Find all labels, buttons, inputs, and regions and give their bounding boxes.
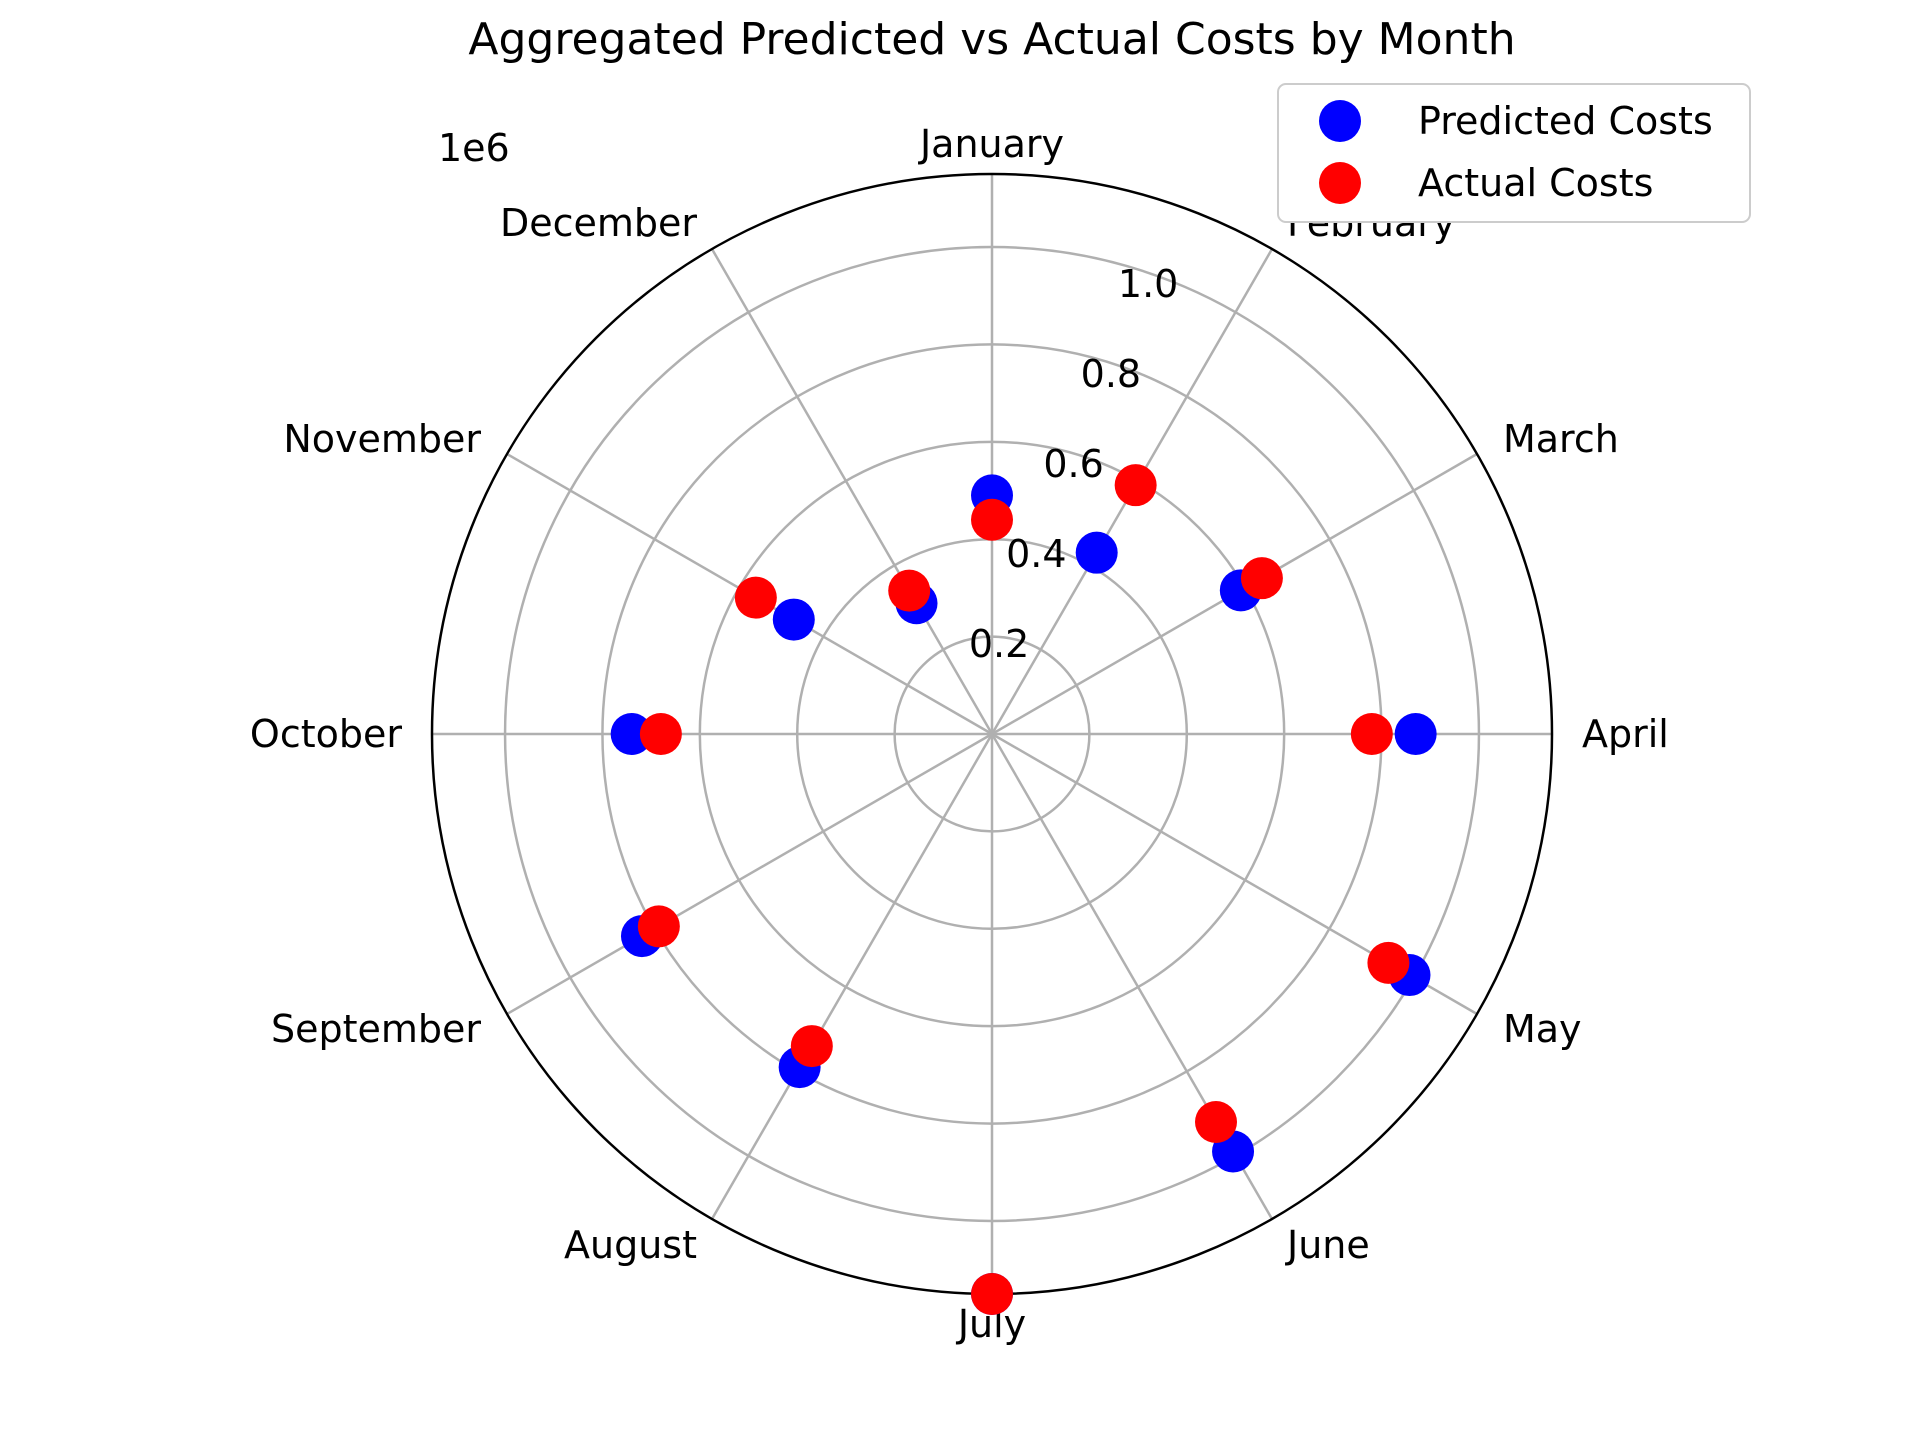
month-label-january: January [918, 122, 1064, 166]
month-label-june: June [1285, 1223, 1370, 1267]
month-label-august: August [564, 1223, 697, 1267]
point-predicted-costs-november [772, 598, 815, 641]
month-label-may: May [1503, 1007, 1582, 1051]
month-labels: JanuaryFebruaryMarchAprilMayJuneJulyAugu… [250, 122, 1669, 1346]
chart-title: Aggregated Predicted vs Actual Costs by … [468, 14, 1515, 65]
point-actual-costs-january [971, 498, 1013, 541]
point-predicted-costs-april [1394, 713, 1437, 755]
legend-marker-predicted [1319, 100, 1361, 142]
legend-label-predicted: Predicted Costs [1418, 99, 1713, 143]
radial-tick-label-2: 0.6 [1043, 442, 1103, 486]
point-actual-costs-december [888, 569, 931, 612]
legend-label-actual: Actual Costs [1418, 161, 1653, 205]
grid-spoke-august [710, 733, 994, 1220]
grid-spoke-december [710, 248, 994, 735]
radial-tick-label-1: 0.4 [1006, 532, 1066, 576]
month-label-november: November [283, 417, 481, 461]
point-actual-costs-april [1350, 713, 1393, 755]
point-actual-costs-november [734, 576, 777, 619]
grid-spoke-september [506, 732, 993, 1016]
legend: Predicted Costs Actual Costs [1277, 83, 1751, 223]
point-actual-costs-october [639, 713, 682, 755]
point-actual-costs-june [1195, 1100, 1237, 1143]
point-actual-costs-march [1240, 557, 1283, 600]
point-actual-costs-february [1114, 464, 1157, 507]
month-label-march: March [1503, 417, 1619, 461]
legend-marker-actual [1319, 162, 1361, 204]
data-points [610, 464, 1437, 1315]
point-actual-costs-august [790, 1025, 833, 1068]
point-actual-costs-may [1367, 941, 1410, 984]
point-actual-costs-july [971, 1273, 1013, 1315]
point-predicted-costs-october [610, 713, 653, 755]
month-label-october: October [250, 712, 402, 756]
radial-tick-label-4: 1.0 [1118, 262, 1178, 306]
month-label-april: April [1582, 712, 1669, 756]
legend-box [1277, 83, 1751, 223]
point-predicted-costs-february [1075, 531, 1118, 574]
point-actual-costs-september [637, 905, 680, 948]
radial-tick-labels: 0.2 0.4 0.6 0.8 1.0 [969, 262, 1179, 666]
radial-tick-label-0: 0.2 [969, 622, 1029, 666]
month-label-december: December [500, 201, 697, 245]
radial-tick-label-3: 0.8 [1081, 352, 1141, 396]
radial-scale-label: 1e6 [438, 126, 510, 170]
month-label-september: September [271, 1007, 481, 1051]
